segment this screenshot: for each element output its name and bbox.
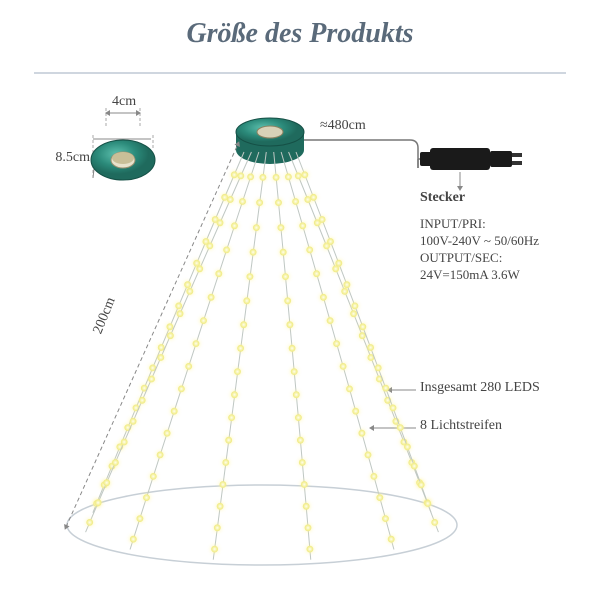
height-arrow bbox=[66, 144, 238, 527]
base-ellipse-outer bbox=[67, 485, 457, 565]
cable bbox=[304, 140, 418, 168]
light-strands bbox=[86, 152, 439, 560]
diagram-canvas bbox=[0, 0, 600, 600]
ring-top-view bbox=[91, 108, 155, 180]
ring-main-icon bbox=[236, 118, 304, 164]
plug-icon bbox=[418, 148, 522, 188]
